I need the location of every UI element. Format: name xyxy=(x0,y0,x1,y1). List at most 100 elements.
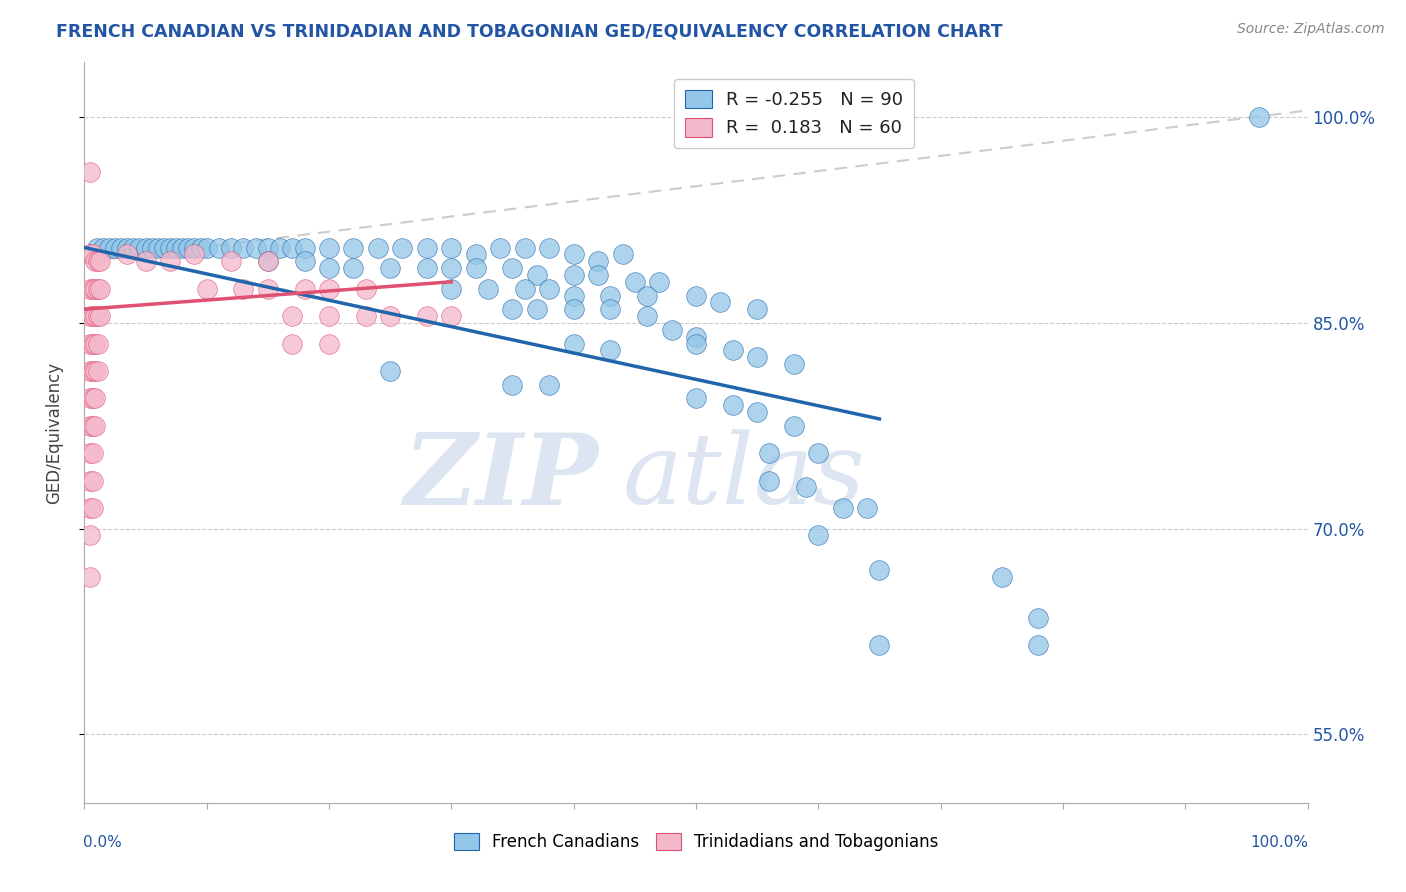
Y-axis label: GED/Equivalency: GED/Equivalency xyxy=(45,361,63,504)
Text: 100.0%: 100.0% xyxy=(1251,835,1309,850)
Point xyxy=(153,240,176,255)
Point xyxy=(869,638,891,652)
Point xyxy=(89,254,111,268)
Point xyxy=(177,240,200,255)
Point xyxy=(342,261,364,276)
Point xyxy=(599,302,621,317)
Point xyxy=(318,309,340,323)
Text: Source: ZipAtlas.com: Source: ZipAtlas.com xyxy=(1237,22,1385,37)
Point xyxy=(380,364,402,378)
Point xyxy=(115,247,138,261)
Point xyxy=(318,261,340,276)
Point xyxy=(79,282,101,296)
Point xyxy=(783,418,806,433)
Point xyxy=(807,528,830,542)
Point xyxy=(195,282,218,296)
Point xyxy=(294,240,316,255)
Point xyxy=(141,240,163,255)
Point xyxy=(747,405,769,419)
Point xyxy=(146,240,169,255)
Point xyxy=(232,240,254,255)
Point xyxy=(84,282,107,296)
Point xyxy=(84,336,107,351)
Point xyxy=(538,282,561,296)
Point xyxy=(84,254,107,268)
Point xyxy=(342,240,364,255)
Point xyxy=(79,528,101,542)
Point xyxy=(513,282,536,296)
Point xyxy=(318,336,340,351)
Point xyxy=(257,282,280,296)
Point xyxy=(991,569,1014,583)
Point xyxy=(159,240,181,255)
Point xyxy=(219,240,242,255)
Point xyxy=(79,569,101,583)
Point xyxy=(82,446,104,460)
Text: ZIP: ZIP xyxy=(404,429,598,525)
Point xyxy=(380,309,402,323)
Point xyxy=(87,364,110,378)
Point xyxy=(586,268,609,282)
Point xyxy=(195,240,218,255)
Point xyxy=(721,343,744,358)
Point xyxy=(257,240,280,255)
Point xyxy=(135,240,157,255)
Point xyxy=(856,501,879,516)
Point xyxy=(477,282,499,296)
Point xyxy=(128,240,150,255)
Point xyxy=(232,282,254,296)
Point xyxy=(84,418,107,433)
Point xyxy=(82,247,104,261)
Point xyxy=(79,165,101,179)
Point xyxy=(79,247,101,261)
Point xyxy=(391,240,413,255)
Point xyxy=(159,254,181,268)
Point xyxy=(502,302,524,317)
Point xyxy=(661,323,683,337)
Point xyxy=(183,247,205,261)
Point xyxy=(82,501,104,516)
Point xyxy=(709,295,731,310)
Point xyxy=(172,240,194,255)
Point xyxy=(599,288,621,302)
Point xyxy=(685,329,707,343)
Point xyxy=(783,357,806,371)
Point xyxy=(79,446,101,460)
Point xyxy=(562,336,585,351)
Point xyxy=(294,254,316,268)
Point xyxy=(586,254,609,268)
Point xyxy=(758,446,780,460)
Point xyxy=(562,247,585,261)
Point xyxy=(110,240,132,255)
Point xyxy=(219,254,242,268)
Point xyxy=(464,247,486,261)
Point xyxy=(87,309,110,323)
Point xyxy=(869,563,891,577)
Point xyxy=(91,240,114,255)
Point xyxy=(513,240,536,255)
Point xyxy=(97,240,120,255)
Legend: French Canadians, Trinidadians and Tobagonians: French Canadians, Trinidadians and Tobag… xyxy=(447,826,945,857)
Point xyxy=(135,254,157,268)
Point xyxy=(464,261,486,276)
Text: 0.0%: 0.0% xyxy=(83,835,122,850)
Point xyxy=(1028,611,1050,625)
Point xyxy=(440,240,463,255)
Point xyxy=(79,364,101,378)
Point xyxy=(82,364,104,378)
Point xyxy=(599,343,621,358)
Point xyxy=(257,254,280,268)
Point xyxy=(416,240,439,255)
Point xyxy=(281,309,304,323)
Text: atlas: atlas xyxy=(623,429,865,524)
Point xyxy=(526,302,548,317)
Point xyxy=(104,240,127,255)
Point xyxy=(502,377,524,392)
Point xyxy=(538,240,561,255)
Point xyxy=(79,309,101,323)
Point xyxy=(82,309,104,323)
Point xyxy=(1028,638,1050,652)
Point xyxy=(257,254,280,268)
Point xyxy=(84,392,107,406)
Point xyxy=(831,501,853,516)
